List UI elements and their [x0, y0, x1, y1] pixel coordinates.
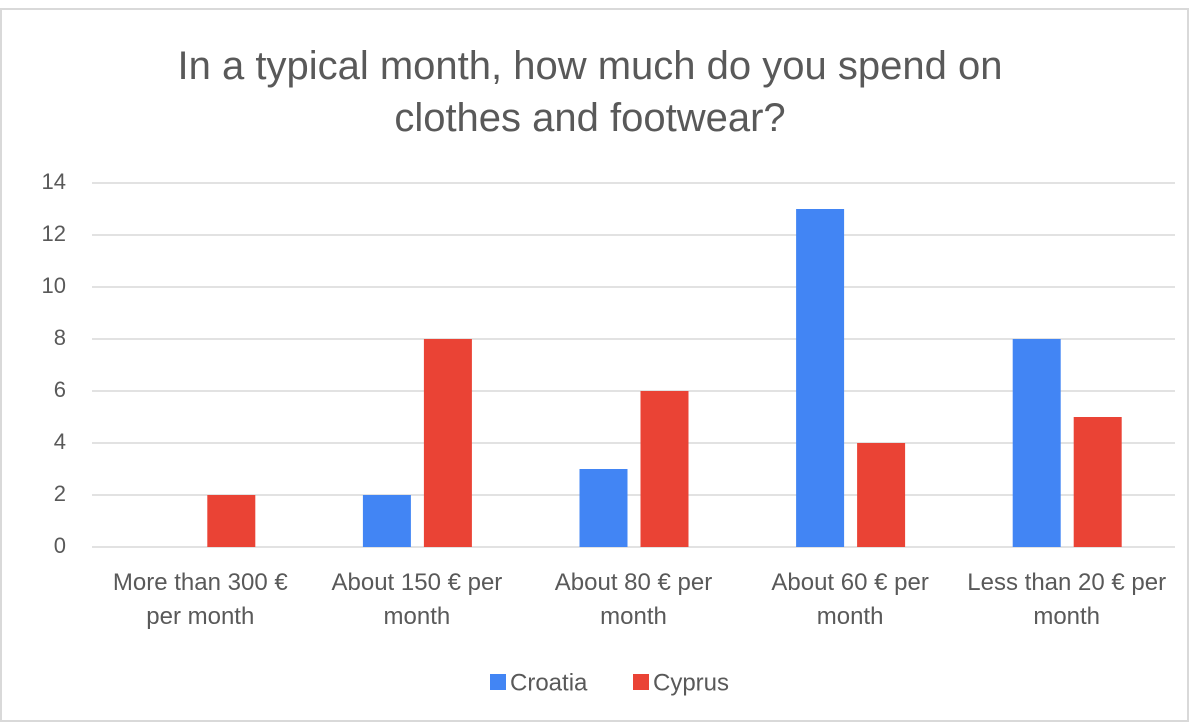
- bar: [579, 469, 628, 547]
- chart-title: In a typical month, how much do you spen…: [177, 44, 1003, 140]
- bar: [1012, 339, 1061, 547]
- bar: [362, 495, 411, 547]
- legend-label: Cyprus: [653, 669, 729, 696]
- x-tick-label: About 60 € per month: [771, 569, 929, 630]
- x-tick-label: About 80 € per month: [554, 569, 713, 630]
- legend-label: Croatia: [510, 669, 588, 696]
- y-tick-label: 0: [54, 533, 66, 558]
- y-tick-label: 10: [42, 273, 66, 298]
- y-tick-label: 14: [42, 169, 66, 194]
- frame: [0, 8, 1189, 722]
- y-tick-label: 12: [42, 221, 66, 246]
- bar: [423, 339, 472, 547]
- legend-swatch: [490, 674, 506, 690]
- y-tick-label: 2: [54, 481, 66, 506]
- bar: [640, 391, 689, 547]
- bar: [796, 209, 845, 547]
- y-tick-label: 4: [54, 429, 66, 454]
- x-tick-label: Less than 20 € per month: [967, 569, 1167, 630]
- y-tick-label: 8: [54, 325, 66, 350]
- x-tick-label: More than 300 € per month: [112, 569, 288, 630]
- y-tick-label: 6: [54, 377, 66, 402]
- bar: [1073, 417, 1122, 547]
- legend-swatch: [633, 674, 649, 690]
- bar: [207, 495, 256, 547]
- x-tick-label: About 150 € per month: [331, 569, 503, 630]
- bar: [857, 443, 906, 547]
